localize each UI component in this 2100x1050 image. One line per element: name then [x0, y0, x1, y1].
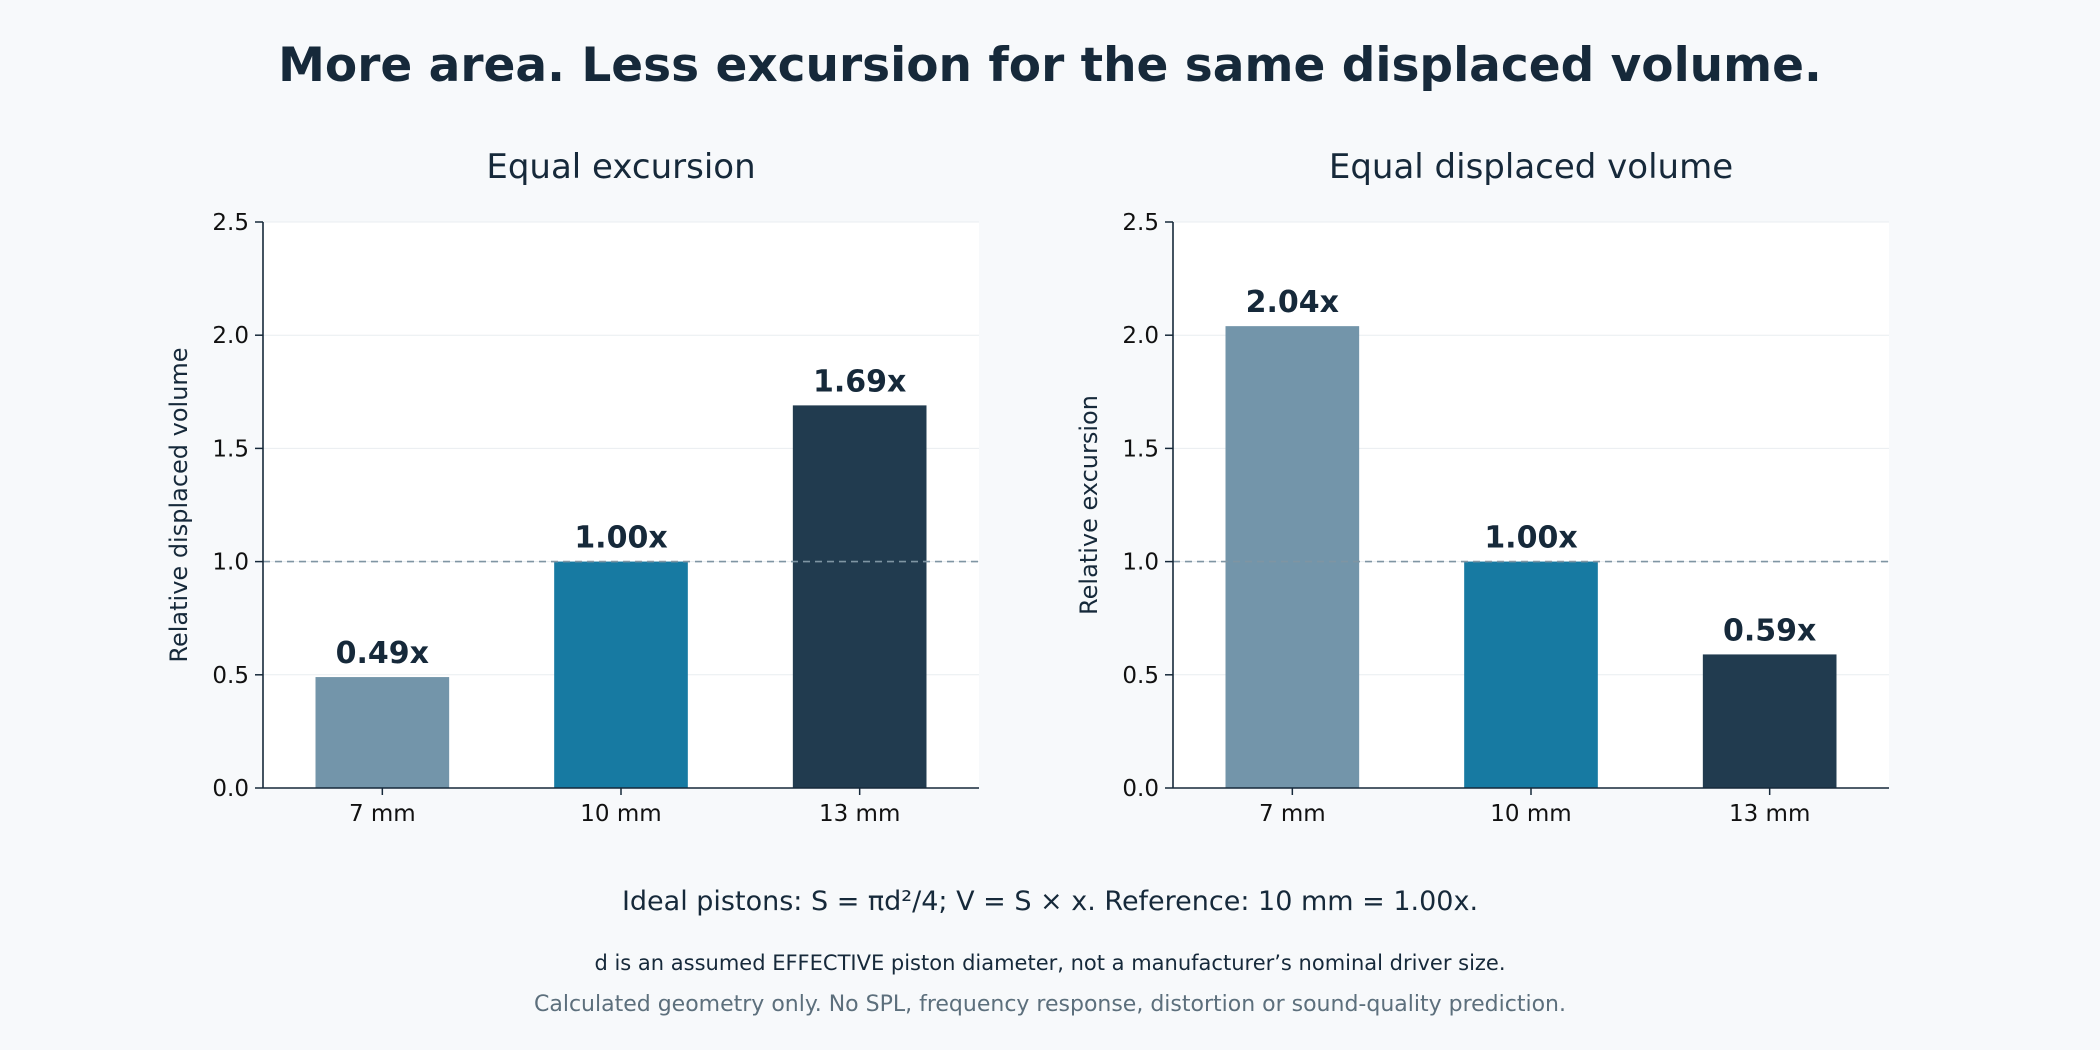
y-tick-label: 1.5: [212, 436, 249, 462]
y-tick-label: 2.5: [212, 210, 249, 236]
x-tick-label: 13 mm: [819, 801, 900, 827]
y-tick-label: 0.5: [212, 663, 249, 689]
data-label: 0.49x: [336, 636, 429, 671]
y-tick-label: 2.0: [212, 323, 249, 349]
bar-7mm: [315, 677, 450, 788]
disclaimer-note: Calculated geometry only. No SPL, freque…: [534, 992, 1566, 1017]
y-tick-label: 0.0: [1122, 776, 1159, 802]
bar-10mm: [1464, 561, 1598, 788]
chart-panel-2: 0.0 0.5 1.0 1.5 2.0 2.5 2.04x 7 mm 1.00x 10 mm 0.5…: [1075, 147, 1889, 827]
y-tick-label: 0.5: [1122, 663, 1159, 689]
y-tick-label: 2.0: [1122, 323, 1159, 349]
chart-panel-1: 0.0 0.5 1.0 1.5 2.0 2.5 0.49x 7 mm 1.00x 10 mm 1.6…: [165, 147, 979, 827]
diameter-note: d is an assumed EFFECTIVE piston diamete…: [594, 951, 1506, 975]
y-tick-label: 0.0: [212, 776, 249, 802]
y-axis-label: Relative excursion: [1075, 395, 1103, 615]
bar-7mm: [1225, 326, 1360, 788]
x-tick-label: 7 mm: [349, 801, 416, 827]
x-tick-label: 10 mm: [580, 801, 661, 827]
data-label: 1.00x: [574, 521, 667, 556]
x-tick-label: 13 mm: [1729, 801, 1810, 827]
data-label: 2.04x: [1246, 285, 1339, 320]
x-tick-label: 10 mm: [1490, 801, 1571, 827]
bar-13mm: [792, 405, 927, 788]
panel-title: Equal excursion: [486, 147, 755, 187]
y-tick-label: 1.5: [1122, 436, 1159, 462]
data-label: 1.69x: [813, 364, 906, 399]
panel-title: Equal displaced volume: [1329, 147, 1733, 187]
x-tick-label: 7 mm: [1259, 801, 1326, 827]
y-tick-label: 1.0: [1122, 550, 1159, 576]
data-label: 1.00x: [1484, 521, 1577, 556]
y-axis-label: Relative displaced volume: [165, 347, 193, 662]
bar-10mm: [554, 561, 688, 788]
formula-note: Ideal pistons: S = πd²/4; V = S × x. Ref…: [621, 886, 1479, 917]
bar-13mm: [1702, 654, 1837, 788]
y-tick-label: 2.5: [1122, 210, 1159, 236]
figure-title: More area. Less excursion for the same d…: [278, 38, 1822, 93]
data-label: 0.59x: [1723, 613, 1816, 648]
y-tick-label: 1.0: [212, 550, 249, 576]
